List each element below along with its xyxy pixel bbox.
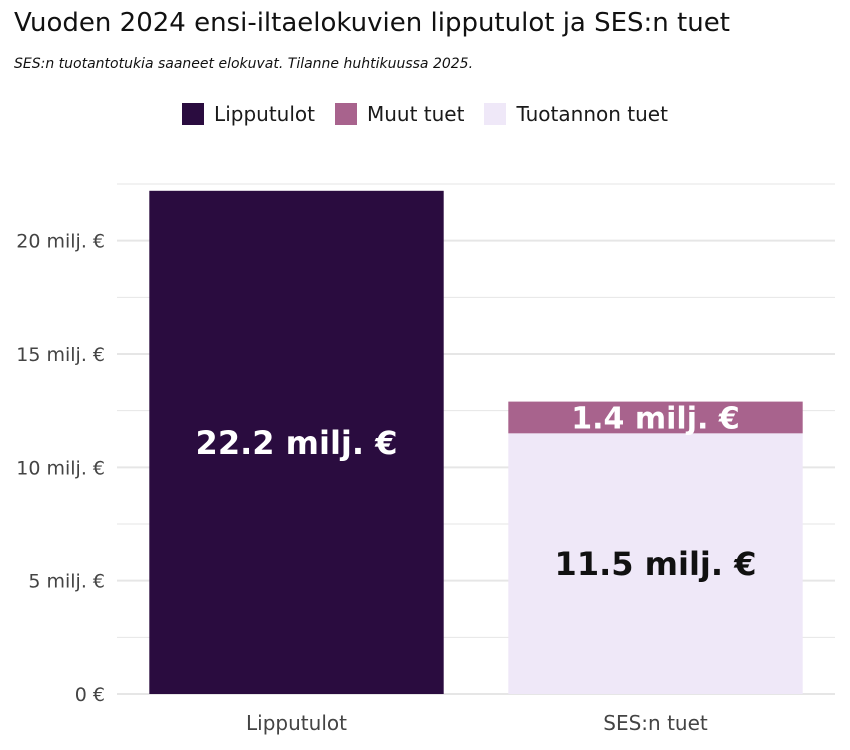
bar-muut-tuet (508, 401, 803, 434)
legend-item-lipputulot: Lipputulot (182, 102, 315, 126)
chart-subtitle: SES:n tuotantotukia saaneet elokuvat. Ti… (14, 56, 474, 72)
bar-lipputulot (149, 190, 444, 695)
y-tick-label: 0 € (75, 684, 105, 706)
legend-item-tuotannon-tuet: Tuotannon tuet (484, 102, 668, 126)
chart-title: Vuoden 2024 ensi-iltaelokuvien lipputulo… (14, 8, 730, 38)
legend-label-tuotannon-tuet: Tuotannon tuet (516, 102, 668, 126)
legend-item-muut-tuet: Muut tuet (334, 102, 465, 126)
legend-swatch-muut-tuet (334, 103, 357, 125)
data-label: 1.4 milj. € (571, 401, 739, 436)
legend-label-lipputulot: Lipputulot (214, 102, 315, 126)
y-tick-label: 15 milj. € (16, 344, 105, 366)
bar-tuotannon-tuet (508, 433, 803, 694)
data-label: 11.5 milj. € (555, 545, 757, 583)
y-tick-label: 20 milj. € (16, 231, 105, 253)
y-tick-label: 10 milj. € (16, 457, 105, 479)
legend-label-muut-tuet: Muut tuet (366, 102, 465, 126)
legend: Lipputulot Muut tuet Tuotannon tuet (0, 102, 850, 126)
legend-swatch-lipputulot (182, 103, 205, 125)
legend-swatch-tuotannon-tuet (484, 103, 507, 125)
x-tick-label: SES:n tuet (603, 711, 708, 735)
x-tick-label: Lipputulot (246, 711, 347, 735)
y-tick-label: 5 milj. € (28, 571, 105, 593)
data-label: 22.2 milj. € (196, 424, 398, 462)
